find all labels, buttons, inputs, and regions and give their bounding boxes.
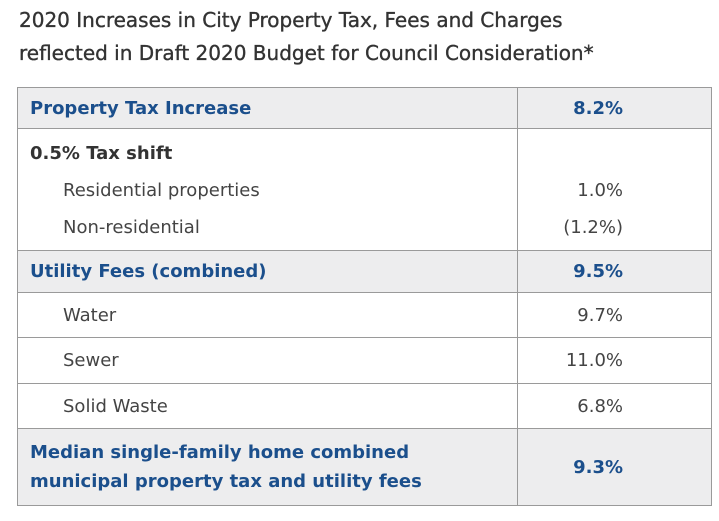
item-label: Non-residential bbox=[63, 217, 200, 238]
row-value: 8.2% bbox=[517, 87, 712, 129]
row: Solid Waste 6.8% bbox=[17, 383, 712, 429]
row-values: 1.0% (1.2%) bbox=[517, 128, 712, 251]
title-line: 2020 Increases in City Property Tax, Fee… bbox=[19, 8, 563, 32]
row-label: 0.5% Tax shift bbox=[30, 143, 173, 164]
tax-table: Property Tax Increase 8.2% 0.5% Tax shif… bbox=[17, 87, 712, 506]
row-label: Property Tax Increase bbox=[17, 87, 518, 129]
label-line: municipal property tax and utility fees bbox=[30, 471, 422, 492]
row-label: Utility Fees (combined) bbox=[17, 250, 518, 293]
row-value: 9.3% bbox=[517, 428, 712, 506]
row-value: 9.5% bbox=[517, 250, 712, 293]
row: Utility Fees (combined) 9.5% bbox=[17, 250, 712, 293]
row-label: Solid Waste bbox=[17, 383, 518, 429]
row-group: 0.5% Tax shift Residential properties No… bbox=[17, 128, 518, 251]
spacer bbox=[518, 135, 623, 172]
item-value: (1.2%) bbox=[563, 217, 623, 238]
row-value: 11.0% bbox=[517, 337, 712, 384]
row: 0.5% Tax shift Residential properties No… bbox=[17, 128, 712, 251]
item-label: Residential properties bbox=[63, 180, 260, 201]
row-label: Sewer bbox=[17, 337, 518, 384]
row: Property Tax Increase 8.2% bbox=[17, 87, 712, 129]
label-line: Median single-family home combined bbox=[30, 442, 410, 463]
table-body: Property Tax Increase 8.2% 0.5% Tax shif… bbox=[17, 87, 712, 506]
item-value: 1.0% bbox=[577, 180, 623, 201]
row-label: Water bbox=[17, 292, 518, 338]
row: Median single-family home combined munic… bbox=[17, 428, 712, 506]
row-value: 9.7% bbox=[517, 292, 712, 338]
row-label: Median single-family home combined munic… bbox=[17, 428, 518, 506]
row: Water 9.7% bbox=[17, 292, 712, 338]
row: Sewer 11.0% bbox=[17, 337, 712, 384]
title-line: reflected in Draft 2020 Budget for Counc… bbox=[19, 41, 594, 65]
row-value: 6.8% bbox=[517, 383, 712, 429]
